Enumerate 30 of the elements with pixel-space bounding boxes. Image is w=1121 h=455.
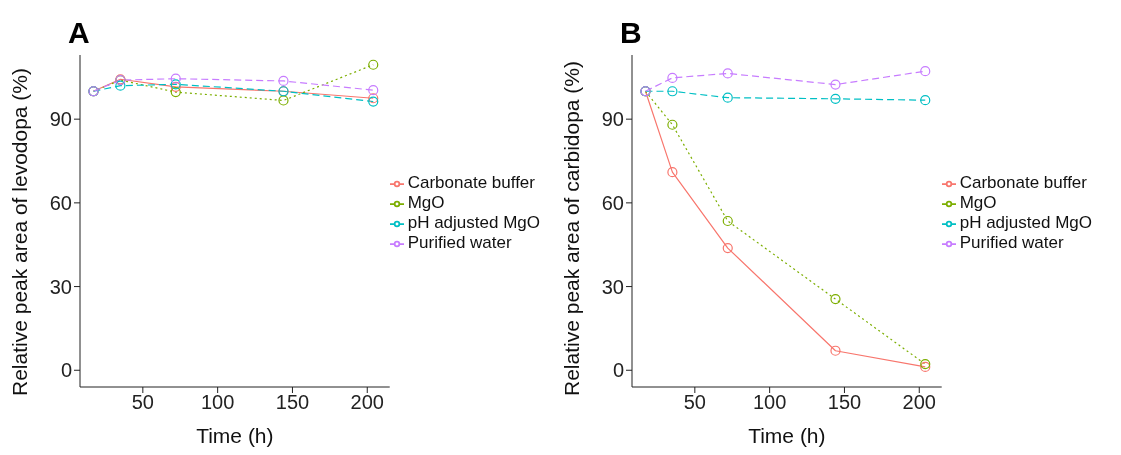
y-tick-label: 30 [601,275,624,298]
x-tick-label: 200 [902,391,936,414]
legend-label: Carbonate buffer [959,173,1087,192]
x-tick-label: 150 [275,391,310,414]
y-tick-label: 90 [49,108,72,131]
y-axis-title: Relative peak area of carbidopa (%) [560,60,584,396]
y-tick-label: 0 [612,359,624,382]
x-axis-title: Time (h) [748,424,826,447]
x-tick-label: 100 [752,391,787,414]
legend-label: Purified water [959,233,1064,252]
y-tick-label: 60 [49,191,72,214]
x-tick-label: 100 [200,391,235,414]
legend-label: Purified water [407,233,512,252]
x-tick-label: 50 [131,391,154,414]
y-axis-title: Relative peak area of levodopa (%) [8,67,32,396]
legend-label: pH adjusted MgO [959,213,1092,232]
chart-title: A [68,16,90,50]
y-tick-label: 30 [49,275,72,298]
y-tick-label: 60 [601,191,624,214]
chart-title: B [620,16,642,50]
x-tick-label: 50 [683,391,706,414]
legend-label: MgO [407,193,445,212]
legend-label: MgO [959,193,997,212]
x-tick-label: 200 [350,391,384,414]
y-tick-label: 90 [601,108,624,131]
y-tick-label: 0 [60,359,72,382]
x-tick-label: 150 [827,391,862,414]
x-axis-title: Time (h) [196,424,274,447]
legend-label: Carbonate buffer [407,173,535,192]
legend-label: pH adjusted MgO [407,213,540,232]
